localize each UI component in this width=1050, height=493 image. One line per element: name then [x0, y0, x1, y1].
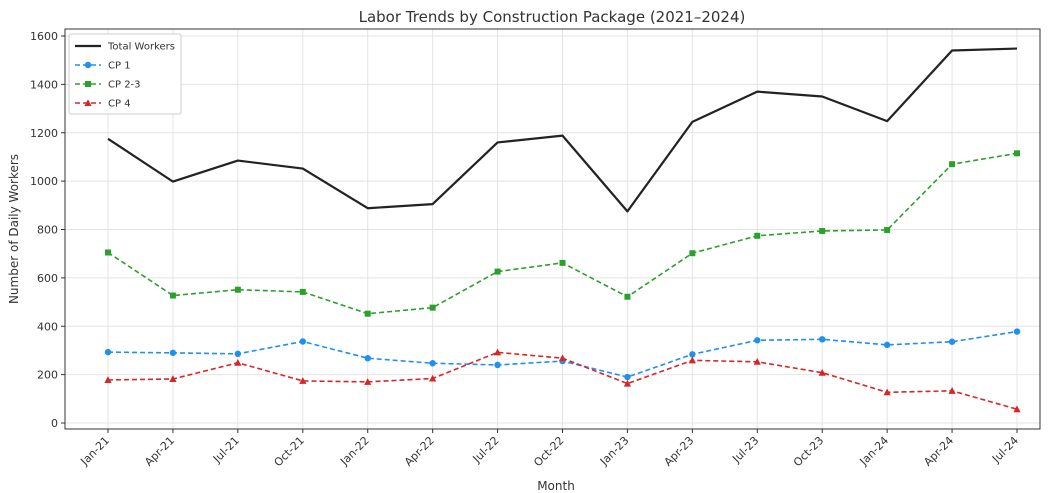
x-tick-label: Oct-21	[272, 434, 307, 469]
data-point-cp-4	[169, 375, 177, 382]
y-tick-label: 1000	[30, 175, 58, 188]
data-point-cp-4	[364, 378, 372, 385]
data-point-cp-2-3	[429, 304, 436, 311]
data-point-cp-2-3	[949, 161, 956, 168]
x-tick-label: Jul-22	[470, 434, 502, 466]
x-tick-label: Oct-22	[531, 434, 566, 469]
data-point-cp-4	[558, 354, 567, 362]
x-tick-label: Jul-24	[989, 434, 1021, 466]
y-tick-label: 800	[37, 224, 58, 237]
data-point-cp-2-3	[559, 259, 566, 266]
y-tick-label: 1400	[30, 78, 58, 91]
x-tick-label: Jul-21	[210, 434, 242, 466]
y-ticks: 0 200 400 600 800 1000 1200 1400 1600	[30, 30, 65, 430]
data-point-cp-1	[104, 348, 112, 356]
data-point-cp-2-3	[689, 250, 696, 257]
legend: Total Workers CP 1 CP 2-3 CP 4	[68, 33, 182, 115]
data-point-cp-2-3	[105, 249, 111, 256]
data-point-cp-1	[299, 338, 306, 345]
data-point-cp-1	[689, 351, 696, 358]
legend-label: Total Workers	[107, 42, 175, 53]
series-cp-2-3	[105, 150, 1020, 317]
data-point-cp-2-3	[624, 293, 631, 300]
data-point-cp-1	[1013, 328, 1021, 335]
series-cp-4	[104, 348, 1021, 413]
x-tick-label: Jan-21	[78, 434, 113, 469]
legend-box	[68, 33, 182, 115]
y-tick-label: 600	[37, 272, 58, 285]
x-tick-label: Jan-24	[857, 434, 892, 469]
data-point-cp-2-3	[754, 232, 761, 239]
y-tick-label: 1600	[30, 30, 58, 43]
data-point-cp-2-3	[819, 227, 826, 234]
chart-title: Labor Trends by Construction Package (20…	[359, 8, 746, 26]
legend-item-total-workers: Total Workers	[75, 42, 175, 53]
x-tick-label: Jul-23	[729, 434, 761, 466]
x-ticks: Jan-21 Apr-21 Jul-21 Oct-21 Jan-22 Apr-22 Jul-…	[78, 429, 1021, 469]
data-point-cp-4	[948, 387, 956, 394]
data-point-cp-4	[688, 356, 696, 364]
legend-marker	[84, 61, 92, 69]
y-tick-label: 200	[37, 369, 58, 382]
data-point-cp-1	[948, 338, 956, 345]
x-tick-label: Apr-22	[402, 434, 437, 469]
data-point-cp-1	[883, 341, 891, 349]
data-point-cp-4	[234, 358, 242, 366]
data-point-cp-2-3	[364, 310, 371, 317]
data-point-cp-4	[1013, 405, 1021, 413]
data-point-cp-1	[364, 354, 371, 362]
data-point-cp-4	[623, 379, 632, 387]
x-tick-label: Jan-23	[597, 434, 632, 469]
x-tick-label: Apr-23	[662, 434, 697, 469]
data-point-cp-1	[234, 350, 242, 358]
data-point-cp-2-3	[169, 292, 176, 299]
series-line-total-workers	[107, 47, 1018, 213]
data-point-cp-1	[169, 349, 177, 357]
data-point-cp-4	[883, 388, 891, 396]
legend-label: CP 2-3	[108, 80, 141, 91]
data-point-cp-4	[104, 376, 112, 383]
data-point-cp-4	[493, 348, 502, 356]
x-axis-label: Month	[537, 479, 575, 493]
data-point-cp-1	[494, 361, 501, 369]
data-point-cp-1	[754, 337, 761, 344]
x-tick-label: Oct-23	[791, 434, 826, 469]
data-point-cp-2-3	[494, 268, 501, 275]
data-point-cp-2-3	[234, 286, 241, 293]
data-point-cp-4	[299, 377, 307, 384]
y-tick-label: 400	[37, 320, 58, 333]
x-tick-label: Apr-21	[142, 434, 177, 469]
legend-item-cp-1: CP 1	[75, 61, 131, 72]
legend-item-cp-2-3: CP 2-3	[75, 80, 141, 91]
y-axis-label: Number of Daily Workers	[7, 154, 21, 304]
series-total-workers	[107, 47, 1018, 213]
data-point-cp-2-3	[1014, 150, 1020, 157]
data-point-cp-4	[429, 374, 437, 382]
legend-marker	[85, 81, 91, 87]
grid	[65, 29, 1040, 429]
x-tick-label: Apr-24	[921, 434, 956, 469]
x-tick-label: Jan-22	[337, 434, 372, 469]
data-point-cp-2-3	[299, 288, 306, 295]
data-point-cp-4	[818, 368, 826, 376]
data-point-cp-1	[624, 373, 631, 381]
legend-item-cp-4: CP 4	[75, 99, 131, 110]
series-layer	[104, 47, 1021, 413]
data-point-cp-2-3	[884, 226, 891, 233]
data-point-cp-1	[819, 336, 826, 343]
data-point-cp-4	[753, 358, 761, 365]
y-tick-label: 0	[51, 417, 58, 430]
legend-label: CP 4	[108, 99, 131, 110]
legend-marker	[84, 99, 92, 106]
data-point-cp-1	[429, 360, 436, 367]
legend-label: CP 1	[108, 61, 131, 72]
y-tick-label: 1200	[30, 127, 58, 140]
